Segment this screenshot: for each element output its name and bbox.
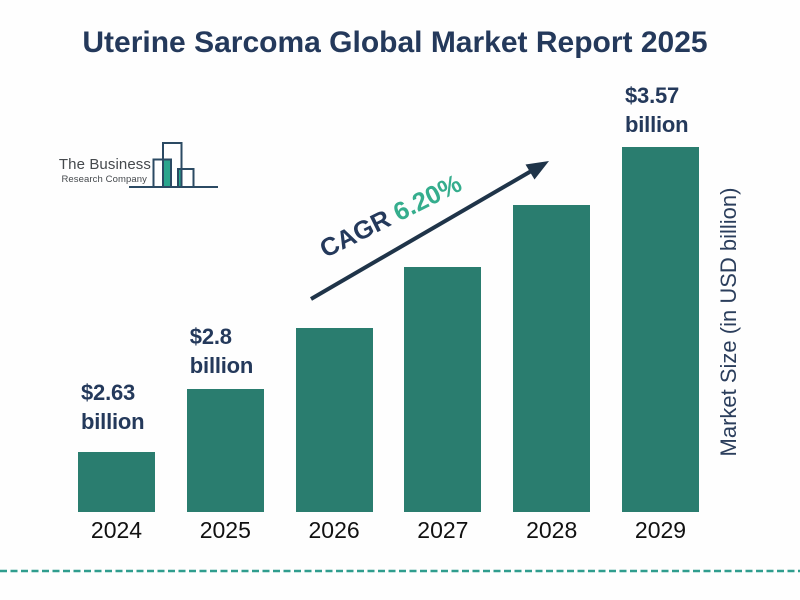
value-label-2024-amount: $2.63 bbox=[81, 380, 136, 405]
value-label-2029-amount: $3.57 bbox=[625, 83, 680, 108]
bar-2029 bbox=[622, 147, 699, 512]
x-tick-2026: 2026 bbox=[308, 517, 360, 543]
x-tick-2029: 2029 bbox=[634, 517, 687, 543]
chart-title: Uterine Sarcoma Global Market Report 202… bbox=[82, 26, 708, 59]
value-label-2029: $3.57 billion bbox=[625, 81, 689, 139]
value-label-2029-unit: billion bbox=[625, 112, 689, 137]
x-tick-2027: 2027 bbox=[417, 517, 469, 543]
value-label-2024-unit: billion bbox=[81, 409, 145, 434]
brand-logo-subtitle: Research Company bbox=[61, 174, 147, 185]
x-tick-2028: 2028 bbox=[526, 517, 578, 543]
brand-logo: The Business Research Company bbox=[58, 138, 220, 190]
bar-2027 bbox=[404, 267, 482, 512]
value-label-2025: $2.8 billion bbox=[189, 322, 254, 380]
x-tick-2025: 2025 bbox=[199, 517, 251, 543]
logo-bars-icon bbox=[129, 142, 218, 188]
brand-logo-name: The Business bbox=[58, 156, 151, 173]
value-label-2025-amount: $2.8 bbox=[189, 324, 232, 349]
brand-logo-text: The Business Research Company bbox=[59, 156, 151, 185]
bar-2025 bbox=[186, 389, 264, 512]
bar-2026 bbox=[295, 328, 373, 512]
value-label-2024: $2.63 billion bbox=[81, 378, 145, 436]
value-label-2025-unit: billion bbox=[189, 353, 254, 378]
bar-2024 bbox=[78, 452, 155, 512]
x-tick-2024: 2024 bbox=[90, 517, 143, 543]
bar-2028 bbox=[513, 205, 591, 512]
